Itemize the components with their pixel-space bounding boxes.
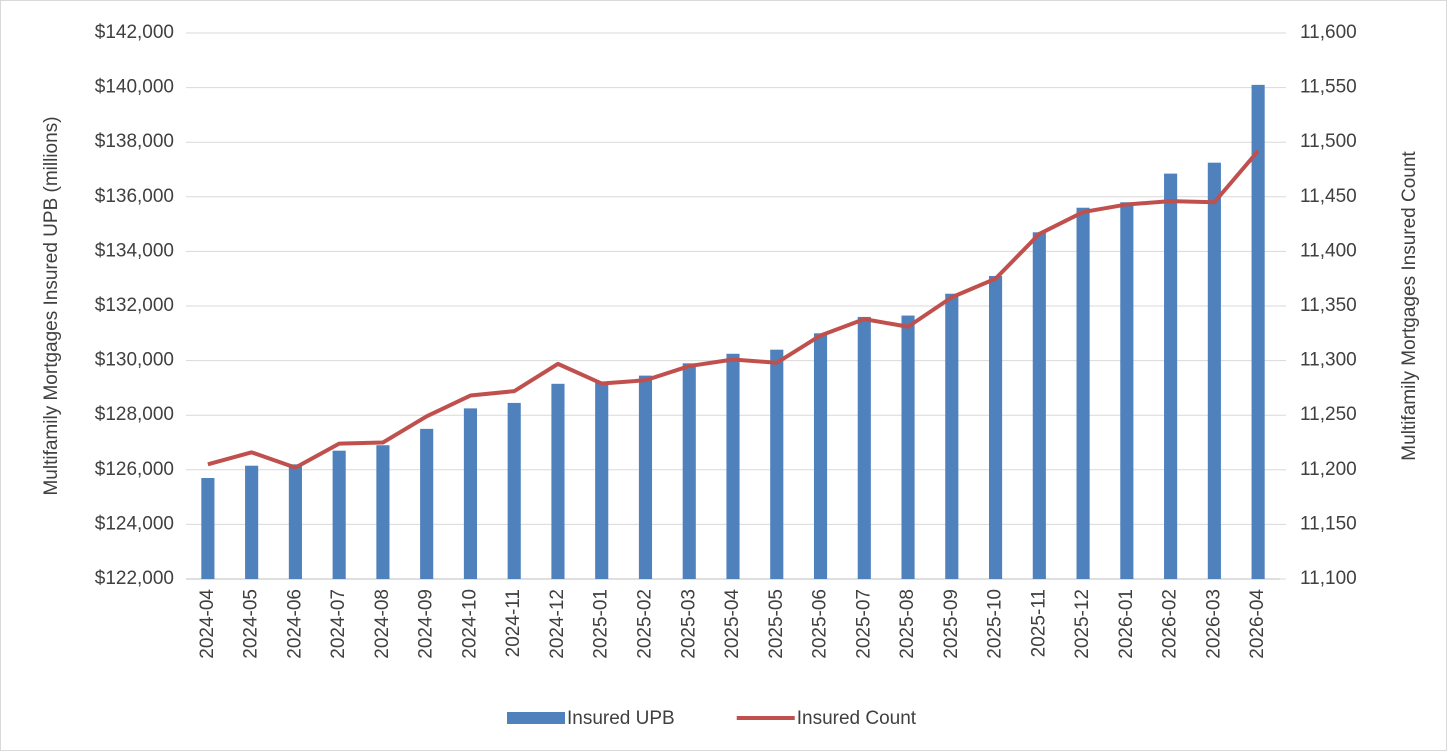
bar [420,428,434,579]
x-tick-label: 2026-01 [1116,589,1137,659]
y2-axis-title: Multifamily Mortgages Insured Count [1399,151,1420,461]
y-tick-label: $128,000 [95,404,174,425]
y2-tick-label: 11,300 [1300,350,1357,371]
x-tick-label: 2025-07 [853,589,874,659]
bar [551,383,565,579]
legend-swatch [507,712,565,724]
x-tick-label: 2024-10 [459,589,480,659]
y2-tick-label: 11,600 [1300,22,1357,43]
bar [1207,162,1221,580]
y2-tick-label: 11,500 [1300,131,1357,152]
y2-tick-label: 11,200 [1300,459,1357,480]
bar [1032,232,1046,580]
y-tick-label: $134,000 [95,240,174,261]
bar [638,375,653,579]
x-tick-label: 2025-01 [591,589,612,659]
x-tick-label: 2024-11 [503,589,524,657]
x-tick-label: 2025-10 [985,589,1006,659]
y-tick-label: $138,000 [95,131,174,152]
x-tick-label: 2024-05 [241,589,262,659]
x-tick-label: 2025-06 [810,589,831,659]
x-tick-label: 2025-11 [1028,589,1049,657]
y-tick-label: $130,000 [95,350,174,371]
y2-tick-label: 11,400 [1300,240,1357,261]
line [207,149,1260,470]
x-tick-label: 2025-02 [634,589,655,659]
x-tick-label: 2025-04 [722,589,743,659]
legend-label: Insured Count [797,708,917,729]
y2-tick-label: 11,250 [1300,404,1357,425]
x-tick-label: 2026-04 [1247,589,1268,659]
bar [245,465,259,579]
x-tick-label: 2024-09 [416,589,437,659]
bar [770,349,784,579]
bar [332,450,346,579]
bar [595,382,609,579]
bar [857,316,871,579]
bar [988,275,1003,579]
bar [1164,173,1178,579]
y2-tick-label: 11,150 [1300,513,1357,534]
y-tick-label: $126,000 [95,459,174,480]
bar [463,408,478,579]
bar [1076,207,1090,579]
y2-tick-label: 11,450 [1300,186,1357,207]
x-tick-label: 2025-05 [766,589,787,659]
x-tick-label: 2026-02 [1160,589,1181,659]
y-tick-label: $124,000 [95,513,174,534]
y-tick-label: $142,000 [95,22,174,43]
y2-tick-label: 11,550 [1300,77,1357,98]
x-tick-label: 2025-12 [1072,589,1093,659]
bar [1251,84,1265,580]
bar [288,464,302,579]
legend-label: Insured UPB [567,708,675,729]
bar [201,477,215,579]
x-tick-label: 2024-12 [547,589,568,659]
x-tick-label: 2024-08 [372,589,393,659]
x-tick-label: 2024-04 [197,589,218,659]
y-tick-label: $132,000 [95,295,174,316]
x-tick-label: 2024-06 [284,589,305,659]
x-tick-label: 2025-09 [941,589,962,659]
y-tick-label: $140,000 [95,77,174,98]
x-tick-label: 2026-03 [1203,589,1224,659]
bar [945,293,959,579]
y-tick-label: $122,000 [95,568,174,589]
x-tick-label: 2025-08 [897,589,918,659]
y2-tick-label: 11,350 [1300,295,1357,316]
bar [1120,202,1134,579]
y-axis-title: Multifamily Mortgages Insured UPB (milli… [41,116,62,495]
x-tick-label: 2025-03 [678,589,699,659]
y2-tick-label: 11,100 [1300,568,1357,589]
bar [376,445,390,579]
y-tick-label: $136,000 [95,186,174,207]
bar [901,315,915,579]
bar [682,363,696,579]
bar [813,333,828,579]
bar [726,353,740,579]
x-tick-label: 2024-07 [328,589,349,659]
bar [507,402,521,579]
